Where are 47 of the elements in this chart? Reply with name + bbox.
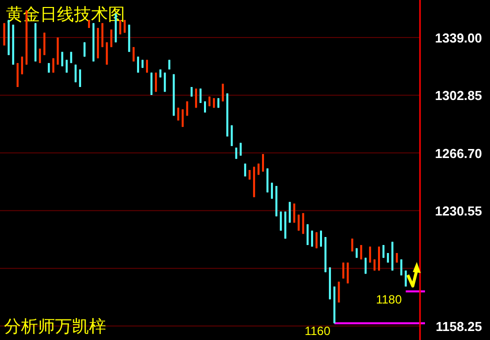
candlestick	[3, 22, 6, 46]
candlestick	[79, 68, 82, 88]
y-tick-label: 1302.85	[435, 88, 482, 104]
candlestick	[235, 147, 238, 160]
y-tick-label: 1230.55	[435, 204, 482, 219]
candlestick	[154, 72, 157, 92]
candlestick	[222, 83, 224, 102]
candlestick	[360, 244, 362, 260]
y-tick-label: 1339.00	[435, 30, 482, 46]
candlestick	[16, 62, 19, 88]
candlestick	[110, 29, 112, 48]
candlestick	[101, 22, 104, 48]
candlestick	[364, 257, 367, 274]
candlestick	[342, 262, 344, 280]
candlestick	[182, 108, 184, 128]
candlestick	[298, 214, 300, 232]
y-tick-label: 1266.70	[435, 146, 482, 161]
annotation: 分析师万凯梓	[4, 317, 106, 337]
candlestick	[164, 72, 166, 92]
candlestick	[132, 46, 135, 62]
candlestick	[21, 56, 24, 75]
candlestick	[244, 163, 246, 177]
ref-line-label: 1160	[304, 324, 331, 338]
candlestick	[200, 88, 202, 104]
candlestick	[400, 258, 402, 276]
candlestick	[137, 56, 140, 74]
candlestick	[280, 211, 282, 232]
candlestick	[356, 248, 358, 258]
candlestick	[302, 212, 304, 234]
candlestick	[266, 168, 268, 193]
candlestick	[195, 88, 198, 108]
candlestick	[293, 203, 296, 224]
candlestick	[43, 32, 46, 56]
ref-line-label: 1180	[376, 292, 402, 306]
candlestick	[346, 262, 349, 284]
candlestick	[150, 72, 152, 96]
candlestick	[38, 48, 41, 64]
candlestick	[311, 230, 314, 248]
y-tick-label: 1158.25	[436, 319, 482, 334]
candlestick	[258, 163, 260, 176]
candlestick	[351, 238, 354, 252]
candlestick	[404, 270, 407, 288]
candlestick	[74, 64, 77, 83]
candlestick	[369, 246, 372, 264]
candlestick	[338, 281, 340, 303]
candlestick	[382, 244, 384, 258]
candlestick	[177, 107, 180, 122]
